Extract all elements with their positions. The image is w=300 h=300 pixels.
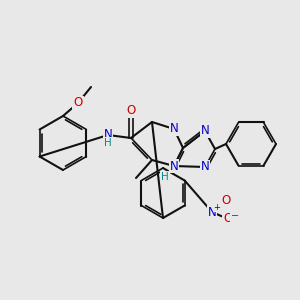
Text: O: O [224,212,232,226]
Text: O: O [126,104,136,118]
Text: N: N [169,122,178,136]
Text: N: N [208,206,216,218]
Text: +: + [214,202,220,211]
Text: −: − [231,211,239,221]
Text: N: N [169,160,178,172]
Text: H: H [161,172,169,182]
Text: N: N [201,160,209,173]
Text: O: O [221,194,231,206]
Text: O: O [74,97,82,110]
Text: H: H [104,138,112,148]
Text: N: N [201,124,209,137]
Text: N: N [103,128,112,142]
